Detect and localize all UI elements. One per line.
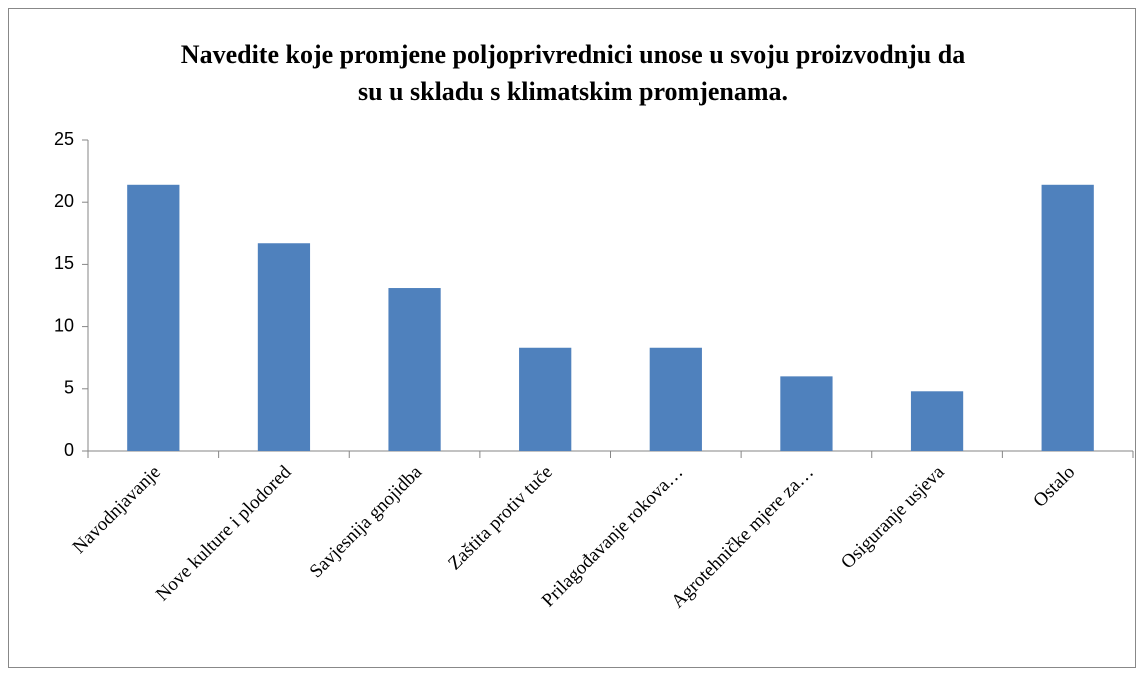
y-tick-label: 15 [54, 253, 74, 273]
x-tick-label: Ostalo [1029, 462, 1079, 512]
x-tick-label: Agrotehničke mjere za… [667, 462, 818, 613]
bar [257, 243, 311, 451]
bar [910, 391, 964, 451]
bar [649, 347, 702, 451]
x-tick-label: Savjesnija gnojidba [306, 461, 427, 582]
chart-frame [8, 8, 1136, 668]
y-tick-label: 10 [54, 315, 74, 335]
y-tick-label: 20 [54, 191, 74, 211]
x-tick-label: Navodnjavanje [69, 462, 165, 558]
bar [519, 347, 572, 451]
bar [1041, 184, 1094, 451]
y-tick-label: 0 [64, 440, 74, 460]
x-tick-label: Osiguranje usjeva [837, 461, 949, 573]
bar [780, 376, 833, 451]
y-tick-label: 25 [54, 129, 74, 149]
x-tick-label: Nove kulture i plodored [152, 461, 296, 605]
chart-title-box: Navedite koje promjene poljoprivrednici … [0, 36, 1146, 110]
y-tick-label: 5 [64, 378, 74, 398]
x-tick-label: Zaštita protiv tuče [444, 462, 557, 575]
x-tick-label: Prilagođavanje rokova… [538, 462, 688, 612]
chart-title: Navedite koje promjene poljoprivrednici … [180, 40, 966, 106]
bar [388, 288, 441, 451]
bar [127, 184, 180, 451]
